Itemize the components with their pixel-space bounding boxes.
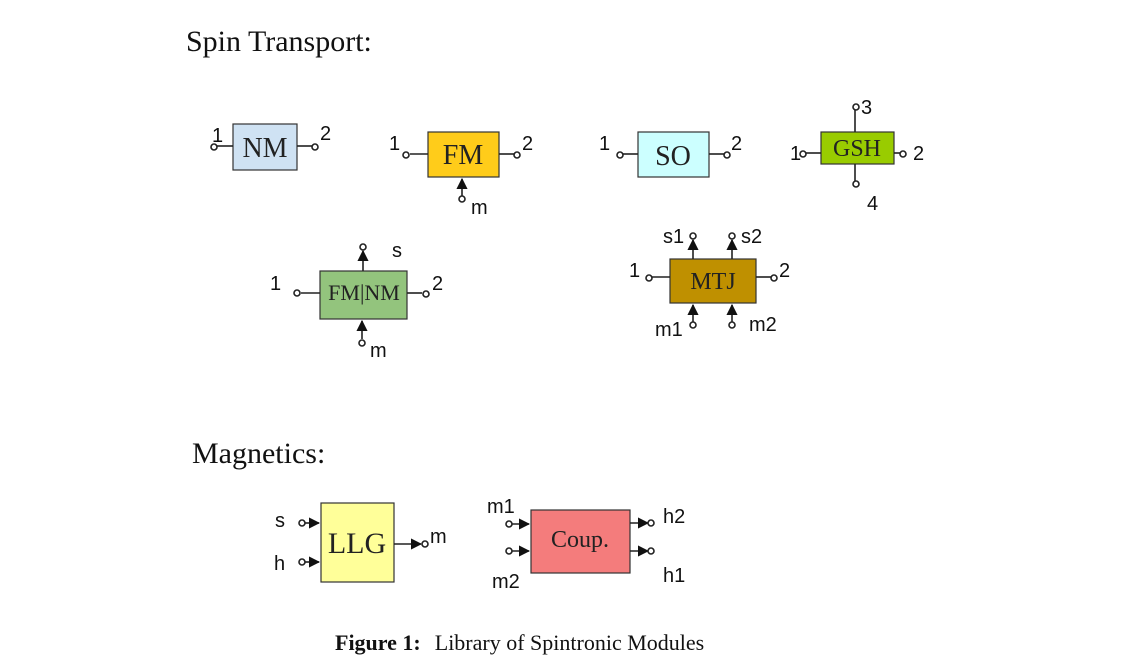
port-label-nm-1: 1 [212, 125, 223, 147]
port-mtj-1 [645, 274, 653, 282]
block-so: SO 1 2 [599, 131, 742, 178]
block-so-label: SO [655, 141, 691, 172]
port-fm-1 [402, 151, 410, 159]
port-label-llg-m: m [430, 526, 447, 548]
port-label-coup-h2: h2 [663, 506, 685, 528]
block-llg: LLG s h m [274, 502, 447, 583]
block-nm-body [232, 123, 298, 171]
port-coup-h2 [647, 519, 655, 527]
port-fm-2 [513, 151, 521, 159]
port-label-coup-m2: m2 [492, 571, 520, 593]
block-nm-label: NM [242, 133, 287, 164]
block-mtj: MTJ 1 2 s1 s2 m1 m2 [629, 226, 790, 341]
port-label-llg-h: h [274, 553, 285, 575]
figure-caption: Figure 1: Library of Spintronic Modules [335, 630, 704, 655]
block-llg-label: LLG [328, 527, 386, 560]
block-fmnm-label: FM|NM [328, 280, 400, 305]
port-fmnm-s [359, 243, 367, 251]
port-label-mtj-2: 2 [779, 260, 790, 282]
port-llg-h [298, 558, 306, 566]
port-fm-m [458, 195, 466, 203]
port-so-1 [616, 151, 624, 159]
block-coup: Coup. m1 m2 h2 h1 [487, 496, 685, 593]
port-label-nm-2: 2 [320, 123, 331, 145]
port-label-fmnm-s: s [392, 240, 402, 262]
port-label-mtj-1: 1 [629, 260, 640, 282]
port-label-coup-h1: h1 [663, 565, 685, 587]
port-llg-s [298, 519, 306, 527]
port-mtj-2 [770, 274, 778, 282]
block-coup-body [530, 509, 631, 574]
port-label-llg-s: s [275, 510, 285, 532]
port-fmnm-1 [293, 289, 301, 297]
port-mtj-s2 [728, 232, 736, 240]
port-mtj-m2 [728, 321, 736, 329]
block-gsh-body [820, 131, 895, 165]
port-label-fm-m: m [471, 197, 488, 219]
port-label-fmnm-2: 2 [432, 273, 443, 295]
port-label-mtj-s2: s2 [741, 226, 762, 248]
port-mtj-s1 [689, 232, 697, 240]
port-label-gsh-2: 2 [913, 143, 924, 165]
block-coup-label: Coup. [551, 527, 609, 553]
port-nm-2 [311, 143, 319, 151]
port-fmnm-m [358, 339, 366, 347]
block-mtj-label: MTJ [690, 269, 735, 295]
block-fmnm-body [319, 270, 408, 320]
port-fmnm-2 [422, 290, 430, 298]
figure-caption-prefix: Figure 1: [335, 630, 421, 655]
block-gsh-label: GSH [833, 136, 881, 162]
port-gsh-1 [799, 150, 807, 158]
section-title-magnetics: Magnetics: [192, 437, 325, 470]
port-so-2 [723, 151, 731, 159]
port-label-fmnm-m: m [370, 340, 387, 362]
port-label-so-1: 1 [599, 133, 610, 155]
port-label-coup-m1: m1 [487, 496, 515, 518]
port-gsh-3 [852, 103, 860, 111]
port-mtj-m1 [689, 321, 697, 329]
block-fm-label: FM [443, 140, 484, 171]
port-coup-m2 [505, 547, 513, 555]
block-mtj-body [669, 258, 757, 304]
port-nm-1 [210, 143, 218, 151]
block-nm: NM 1 2 [210, 123, 331, 171]
block-fm: FM 1 2 m [389, 131, 533, 219]
figure-caption-text: Figure 1: Library of Spintronic Modules [335, 630, 704, 655]
port-label-mtj-s1: s1 [663, 226, 684, 248]
block-llg-body [320, 502, 395, 583]
port-gsh-4 [852, 180, 860, 188]
port-label-fm-1: 1 [389, 133, 400, 155]
port-label-gsh-1: 1 [790, 143, 801, 165]
port-label-gsh-4: 4 [867, 193, 878, 215]
figure-caption-body: Library of Spintronic Modules [435, 630, 704, 655]
port-label-fmnm-1: 1 [270, 273, 281, 295]
section-title-spin-transport: Spin Transport: [186, 25, 372, 58]
port-label-mtj-m1: m1 [655, 319, 683, 341]
block-fmnm: FM|NM 1 2 s m [270, 240, 443, 362]
port-coup-h1 [647, 547, 655, 555]
port-label-mtj-m2: m2 [749, 314, 777, 336]
port-label-so-2: 2 [731, 133, 742, 155]
port-coup-m1 [505, 520, 513, 528]
port-label-fm-2: 2 [522, 133, 533, 155]
port-gsh-2 [899, 150, 907, 158]
port-llg-m [421, 540, 429, 548]
block-gsh: GSH 1 2 3 4 [790, 97, 924, 215]
port-label-gsh-3: 3 [861, 97, 872, 119]
